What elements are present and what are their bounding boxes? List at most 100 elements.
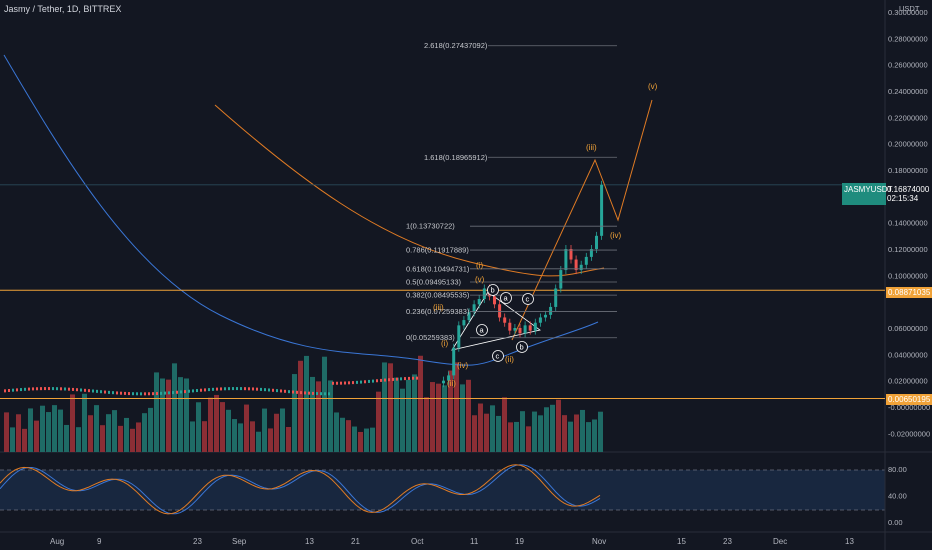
candle: [212, 387, 214, 391]
candle: [320, 392, 322, 396]
candle: [28, 387, 30, 391]
candle: [523, 325, 527, 334]
stoch-rsi-lines: 80.00 40.00 0.00: [0, 464, 907, 527]
price-tick-label: 0.26000000: [888, 61, 928, 70]
volume-bar: [322, 356, 327, 452]
volume-bar: [496, 415, 501, 452]
volume-bar: [514, 421, 519, 452]
volume-bar: [106, 414, 111, 452]
candle: [44, 387, 46, 391]
wave-circle: [476, 324, 488, 336]
time-tick-label: Sep: [232, 537, 247, 546]
candle: [260, 387, 262, 391]
volume-bar: [418, 355, 423, 452]
volume-bar: [442, 385, 447, 452]
fib-retracement[interactable]: 2.618(0.27437092) 1.618(0.18965912) 1(0.13…: [406, 41, 617, 342]
price-tick-label: 0.20000000: [888, 140, 928, 149]
candle: [76, 388, 78, 392]
time-tick-label: 23: [193, 537, 202, 546]
candle: [36, 387, 38, 391]
volume-bar: [364, 428, 369, 452]
volume-bar: [4, 412, 9, 452]
volume-bar: [520, 411, 525, 452]
volume-bar: [340, 417, 345, 452]
candle: [416, 376, 418, 380]
candle: [600, 184, 604, 236]
volume-bar: [40, 405, 45, 452]
candle: [360, 380, 362, 384]
candle: [108, 390, 110, 394]
volume-bar: [202, 421, 207, 452]
candle: [132, 392, 134, 396]
time-tick-label: 9: [97, 537, 102, 546]
elliott-wave-labels[interactable]: (i)(ii)(iii)(iv)(v)(i)(ii)(iii)(iv)(v)ab…: [433, 82, 658, 388]
volume-bar: [280, 408, 285, 452]
circled-wave-letter: c: [496, 352, 500, 361]
volume-bar: [406, 379, 411, 452]
volume-bar: [166, 379, 171, 452]
volume-bar: [130, 428, 135, 452]
volume-bar: [358, 431, 363, 452]
volume-bar: [184, 378, 189, 452]
candle: [72, 387, 74, 391]
wave-projection-path: [511, 99, 653, 341]
volume-bar: [220, 402, 225, 452]
candle: [508, 322, 512, 331]
candle: [384, 378, 386, 382]
volume-bar: [274, 413, 279, 452]
candle: [200, 388, 202, 392]
volume-bar: [460, 384, 465, 452]
candle: [442, 380, 445, 384]
candle: [236, 387, 238, 391]
symbol-title[interactable]: Jasmy / Tether, 1D, BITTREX: [4, 4, 122, 14]
candle: [188, 389, 190, 393]
volume-bar: [88, 415, 93, 452]
volume-bar: [400, 388, 405, 452]
fib-level-label: 1(0.13730722): [406, 222, 455, 231]
volume-bar: [142, 413, 147, 452]
volume-bar: [292, 374, 297, 452]
osc-tick-label: 80.00: [888, 465, 907, 474]
candle: [296, 390, 298, 394]
circled-wave-letter: b: [491, 286, 495, 295]
price-tick-label: -0.02000000: [888, 429, 930, 438]
candle: [136, 392, 138, 396]
volume-bar: [100, 425, 105, 452]
candle: [498, 304, 502, 318]
price-tick-label: -0.00000000: [888, 403, 930, 412]
volume-bar: [316, 381, 321, 452]
time-tick-label: 11: [470, 537, 479, 546]
candle: [144, 392, 146, 396]
time-tick-label: Aug: [50, 537, 64, 546]
price-tick-label: 0.02000000: [888, 377, 928, 386]
candle: [40, 387, 42, 391]
volume-bar: [250, 421, 255, 452]
candle: [503, 317, 507, 323]
candle: [447, 375, 451, 381]
candle: [364, 380, 366, 384]
time-axis[interactable]: Aug 9 23 Sep 13 21 Oct 11 19 Nov 15 23 Dec 13: [50, 537, 854, 546]
volume-bar: [430, 382, 435, 452]
volume-bar: [472, 415, 477, 452]
candle: [533, 322, 537, 331]
volume-bar: [244, 404, 249, 452]
candle: [32, 387, 34, 391]
volume-bar: [412, 374, 417, 452]
candle: [595, 235, 598, 249]
volume-bar: [454, 362, 459, 452]
candle: [574, 259, 578, 271]
candle: [513, 327, 517, 331]
wave-label: (i): [441, 339, 448, 348]
volume-bar: [508, 422, 513, 452]
candle: [12, 388, 14, 392]
candle: [579, 264, 583, 271]
candle: [452, 347, 456, 376]
circled-wave-letter: a: [504, 294, 509, 303]
candle: [156, 392, 158, 396]
candle: [240, 387, 242, 391]
candle: [24, 387, 26, 391]
candle: [104, 390, 106, 394]
